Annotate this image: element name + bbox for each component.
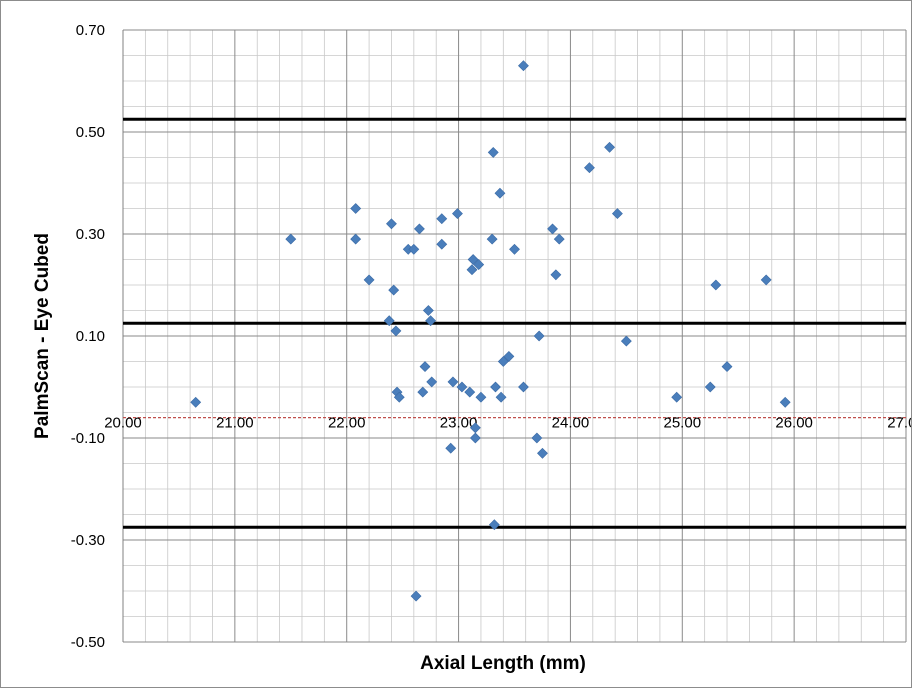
- data-point: [393, 391, 405, 403]
- data-point: [419, 361, 431, 373]
- data-point: [350, 233, 362, 245]
- x-axis-title: Axial Length (mm): [420, 653, 586, 674]
- data-point: [436, 213, 448, 225]
- data-point: [466, 264, 478, 276]
- x-tick-label: 27.00: [887, 415, 911, 432]
- data-point: [487, 146, 499, 158]
- data-point: [503, 350, 515, 362]
- y-tick-label: -0.50: [71, 634, 105, 651]
- data-point: [547, 223, 558, 235]
- major-gridlines: [122, 29, 907, 643]
- data-point: [388, 284, 400, 296]
- data-point: [604, 141, 616, 153]
- data-point: [495, 391, 507, 403]
- y-axis-title: PalmScan - Eye Cubed: [32, 233, 53, 439]
- data-point: [417, 386, 429, 398]
- y-tick-label: 0.50: [76, 124, 105, 141]
- y-tick-label: -0.10: [71, 430, 105, 447]
- data-point: [710, 279, 722, 291]
- data-point: [350, 203, 362, 214]
- y-tick-label: 0.10: [76, 328, 105, 345]
- y-tick-label: -0.30: [71, 532, 105, 549]
- data-point: [518, 60, 529, 72]
- x-tick-label: 20.00: [104, 415, 142, 432]
- data-point: [426, 376, 438, 388]
- data-point: [620, 335, 632, 347]
- data-point: [383, 315, 395, 327]
- x-tick-labels: 20.00 21.00 22.00 23.00 24.00 25.00 26.00 27.00: [104, 415, 911, 432]
- x-tick-label: 21.00: [216, 415, 254, 432]
- data-point: [760, 274, 772, 286]
- data-point: [475, 391, 487, 403]
- data-point: [671, 391, 683, 403]
- data-point: [413, 223, 425, 235]
- data-point: [410, 590, 422, 602]
- data-point: [190, 396, 202, 408]
- x-tick-label: 22.00: [328, 415, 366, 432]
- data-point: [456, 381, 468, 393]
- data-point: [436, 238, 448, 250]
- data-point: [721, 361, 733, 373]
- data-point: [509, 243, 520, 255]
- data-point: [550, 269, 562, 281]
- data-point: [408, 243, 420, 255]
- data-point: [584, 162, 595, 174]
- data-point: [473, 259, 485, 271]
- data-point: [494, 187, 506, 199]
- data-point: [704, 381, 716, 393]
- reference-lines: [123, 117, 906, 529]
- data-point: [486, 233, 498, 245]
- x-tick-label: 24.00: [552, 415, 590, 432]
- data-point: [611, 208, 623, 220]
- data-point: [447, 376, 459, 388]
- y-tick-labels: 0.70 0.50 0.30 0.10 -0.10 -0.30 -0.50: [71, 22, 105, 651]
- data-point: [363, 274, 375, 286]
- x-tick-label: 23.00: [440, 415, 478, 432]
- data-point: [779, 396, 791, 408]
- y-tick-label: 0.30: [76, 226, 105, 243]
- x-tick-label: 26.00: [775, 415, 813, 432]
- data-point: [537, 447, 548, 459]
- data-point: [533, 330, 545, 342]
- data-point: [390, 325, 402, 337]
- data-point: [469, 432, 481, 444]
- data-point: [422, 305, 434, 316]
- data-point: [490, 381, 501, 393]
- data-point: [497, 356, 509, 367]
- data-point: [553, 233, 565, 245]
- data-point: [488, 519, 500, 531]
- data-point: [386, 218, 397, 230]
- data-point: [285, 233, 297, 245]
- data-point: [445, 442, 457, 454]
- data-point: [464, 386, 476, 398]
- x-tick-label: 25.00: [664, 415, 702, 432]
- data-point: [425, 315, 437, 327]
- y-tick-label: 0.70: [76, 22, 105, 39]
- data-point: [452, 208, 463, 220]
- data-point: [467, 254, 479, 265]
- data-point: [531, 432, 543, 444]
- data-points: [190, 60, 791, 602]
- data-point: [518, 381, 529, 393]
